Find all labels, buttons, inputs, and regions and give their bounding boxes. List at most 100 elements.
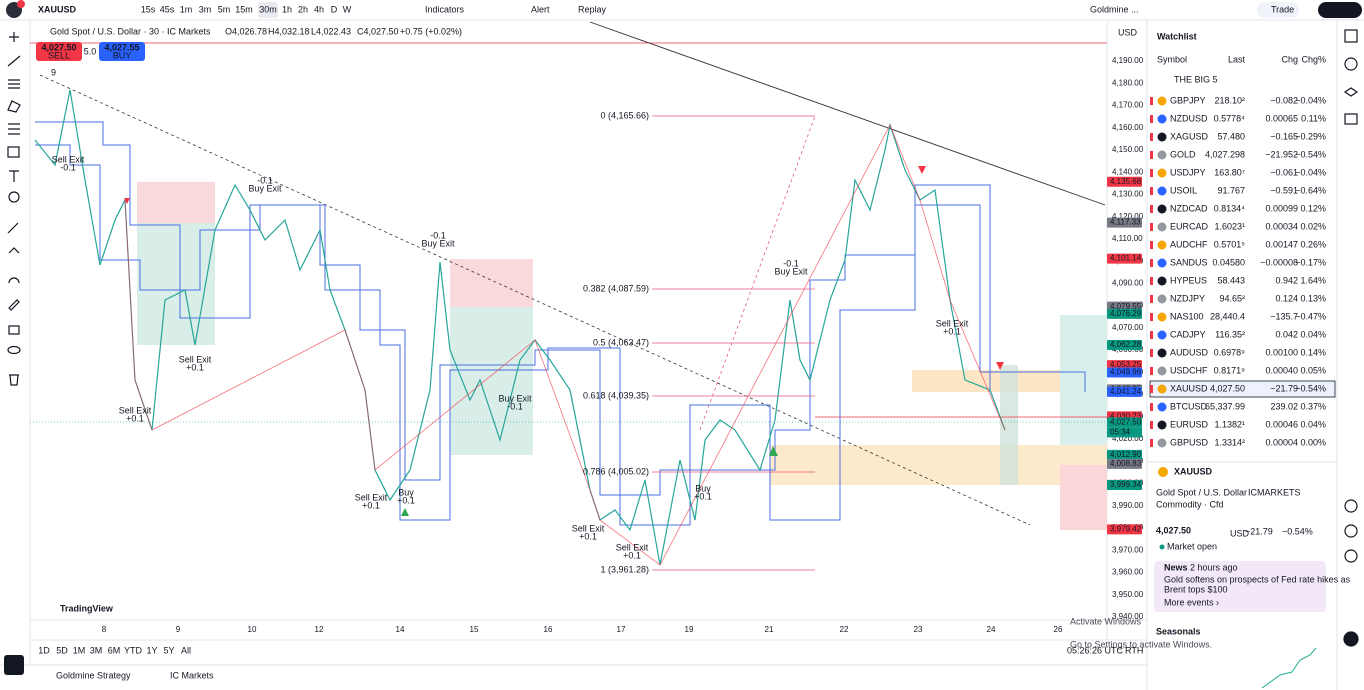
watchlist-cell[interactable]: 65,337.99 bbox=[1205, 401, 1245, 411]
watchlist-cell[interactable]: −0.082 bbox=[1270, 95, 1298, 105]
interval-button[interactable]: 4h bbox=[314, 4, 324, 14]
news-headline[interactable]: Brent tops $100 bbox=[1164, 584, 1228, 594]
watchlist-cell[interactable]: SANDUS bbox=[1170, 257, 1208, 267]
watchlist-cell[interactable]: HYPEUS bbox=[1170, 275, 1207, 285]
watchlist-icon[interactable] bbox=[1344, 29, 1358, 43]
hide-tool[interactable] bbox=[7, 345, 21, 355]
watchlist-cell[interactable]: 0.00046 bbox=[1265, 419, 1298, 429]
sell-label[interactable]: SELL bbox=[48, 50, 70, 60]
watchlist-cell[interactable]: 0.00040 bbox=[1265, 365, 1298, 375]
watchlist-cell[interactable]: NAS100 bbox=[1170, 311, 1204, 321]
watchlist-cell[interactable]: 0.8171⁹ bbox=[1214, 365, 1246, 375]
watchlist-cell[interactable]: −0.64% bbox=[1295, 185, 1326, 195]
watchlist-cell[interactable]: CADJPY bbox=[1170, 329, 1206, 339]
magnet-tool[interactable] bbox=[8, 277, 20, 284]
watchlist-cell[interactable]: −0.165 bbox=[1270, 131, 1298, 141]
watchlist-title[interactable]: Watchlist bbox=[1157, 31, 1197, 41]
watchlist-cell[interactable]: 0.8134⁴ bbox=[1214, 203, 1246, 213]
watchlist-cell[interactable]: 0.6978⁹ bbox=[1214, 347, 1246, 357]
bottom-tab[interactable]: IC Markets bbox=[170, 670, 214, 680]
watchlist-cell[interactable]: AUDCHF bbox=[1170, 239, 1208, 249]
alert-button[interactable]: Alert bbox=[531, 4, 550, 14]
watchlist-cell[interactable]: USDJPY bbox=[1170, 167, 1206, 177]
lock-tool[interactable] bbox=[8, 299, 20, 311]
watchlist-cell[interactable]: 0.11% bbox=[1301, 113, 1326, 123]
interval-button[interactable]: 1m bbox=[180, 4, 193, 14]
watchlist-cell[interactable]: 0.00034 bbox=[1265, 221, 1298, 231]
buy-label[interactable]: BUY bbox=[113, 50, 132, 60]
alerts-icon[interactable] bbox=[1344, 57, 1358, 71]
news-more[interactable]: More events › bbox=[1164, 597, 1219, 607]
trade-button[interactable] bbox=[1257, 2, 1299, 18]
watchlist-cell[interactable]: BTCUSD bbox=[1170, 401, 1208, 411]
watchlist-cell[interactable]: GOLD bbox=[1170, 149, 1196, 159]
shape-tool[interactable] bbox=[7, 146, 20, 158]
indicator-count[interactable]: 9 bbox=[51, 67, 56, 77]
watchlist-cell[interactable]: 0.05% bbox=[1300, 365, 1326, 375]
interval-button[interactable]: 30m bbox=[259, 4, 277, 14]
watchlist-cell[interactable]: 0.5701⁵ bbox=[1214, 239, 1246, 249]
sell-price[interactable]: 4,027.50 bbox=[41, 42, 76, 52]
watchlist-cell[interactable]: 28,440.4 bbox=[1210, 311, 1245, 321]
pattern-tool[interactable] bbox=[7, 100, 21, 113]
watchlist-cell[interactable]: −0.00008 bbox=[1260, 257, 1298, 267]
watchlist-cell[interactable]: GBPJPY bbox=[1170, 95, 1206, 105]
trade-label[interactable]: Trade bbox=[1271, 4, 1294, 14]
range-button[interactable]: 5D bbox=[56, 645, 68, 655]
trendline-tool[interactable] bbox=[7, 55, 21, 67]
interval-button[interactable]: 3m bbox=[199, 4, 212, 14]
interval-button[interactable]: 1h bbox=[282, 4, 292, 14]
replay-button[interactable]: Replay bbox=[578, 4, 607, 14]
watchlist-cell[interactable]: −0.29% bbox=[1295, 131, 1326, 141]
watchlist-cell[interactable]: 1.3314² bbox=[1214, 437, 1245, 447]
details-symbol[interactable]: XAUUSD bbox=[1174, 466, 1213, 476]
watchlist-cell[interactable]: EURUSD bbox=[1170, 419, 1209, 429]
range-button[interactable]: 6M bbox=[108, 645, 121, 655]
range-button[interactable]: 1D bbox=[38, 645, 50, 655]
interval-button[interactable]: 2h bbox=[298, 4, 308, 14]
interval-button[interactable]: 5m bbox=[218, 4, 231, 14]
watchlist-cell[interactable]: 0.00065 bbox=[1265, 113, 1298, 123]
chat-icon[interactable] bbox=[1344, 524, 1358, 538]
calendar-icon[interactable] bbox=[1344, 113, 1358, 125]
watchlist-cell[interactable]: 0.04% bbox=[1300, 329, 1326, 339]
prediction-tool[interactable] bbox=[8, 123, 20, 135]
bottom-tab[interactable]: Goldmine Strategy bbox=[56, 670, 131, 680]
watchlist-cell[interactable]: 0.13% bbox=[1300, 293, 1326, 303]
news-card[interactable] bbox=[1154, 561, 1326, 612]
layout-menu[interactable]: Goldmine ... bbox=[1090, 4, 1139, 14]
watchlist-cell[interactable]: 57.480 bbox=[1217, 131, 1245, 141]
range-button[interactable]: 1Y bbox=[146, 645, 157, 655]
watchlist-cell[interactable]: −0.54% bbox=[1295, 149, 1326, 159]
watchlist-cell[interactable]: 0.37% bbox=[1300, 401, 1326, 411]
watchlist-cell[interactable]: 4,027.50 bbox=[1210, 383, 1245, 393]
interval-button[interactable]: 15s bbox=[141, 4, 156, 14]
watchlist-cell[interactable]: 0.02% bbox=[1300, 221, 1326, 231]
buy-button[interactable] bbox=[99, 42, 145, 61]
range-button[interactable]: 1M bbox=[73, 645, 86, 655]
watchlist-cell[interactable]: −21.952 bbox=[1265, 149, 1298, 159]
watchlist-cell[interactable]: −0.17% bbox=[1295, 257, 1326, 267]
watchlist-cell[interactable]: NZDUSD bbox=[1170, 113, 1208, 123]
interval-button[interactable]: 15m bbox=[235, 4, 253, 14]
range-button[interactable]: YTD bbox=[124, 645, 143, 655]
watchlist-cell[interactable]: XAGUSD bbox=[1170, 131, 1209, 141]
text-tool[interactable] bbox=[9, 170, 19, 182]
watchlist-cell[interactable]: 163.80⁷ bbox=[1214, 167, 1245, 177]
watchlist-cell[interactable]: −0.47% bbox=[1295, 311, 1326, 321]
lock-drawings[interactable] bbox=[8, 325, 20, 335]
watchlist-cell[interactable]: 1.64% bbox=[1300, 275, 1326, 285]
watchlist-cell[interactable]: −0.591 bbox=[1270, 185, 1298, 195]
watchlist-cell[interactable]: −0.04% bbox=[1295, 167, 1326, 177]
watchlist-cell[interactable]: 218.10² bbox=[1214, 95, 1245, 105]
watchlist-cell[interactable]: 0.00099 bbox=[1265, 203, 1298, 213]
watchlist-cell[interactable]: 239.02 bbox=[1270, 401, 1298, 411]
watchlist-cell[interactable]: NZDJPY bbox=[1170, 293, 1205, 303]
range-button[interactable]: All bbox=[181, 645, 191, 655]
news-headline[interactable]: Gold softens on prospects of Fed rate hi… bbox=[1164, 574, 1351, 584]
watchlist-cell[interactable]: 1.6023¹ bbox=[1214, 221, 1245, 231]
watchlist-cell[interactable]: 4,027.298 bbox=[1205, 149, 1245, 159]
watchlist-cell[interactable]: 0.042 bbox=[1275, 329, 1298, 339]
watchlist-cell[interactable]: XAUUSD bbox=[1170, 383, 1208, 393]
interval-button[interactable]: W bbox=[343, 4, 352, 14]
